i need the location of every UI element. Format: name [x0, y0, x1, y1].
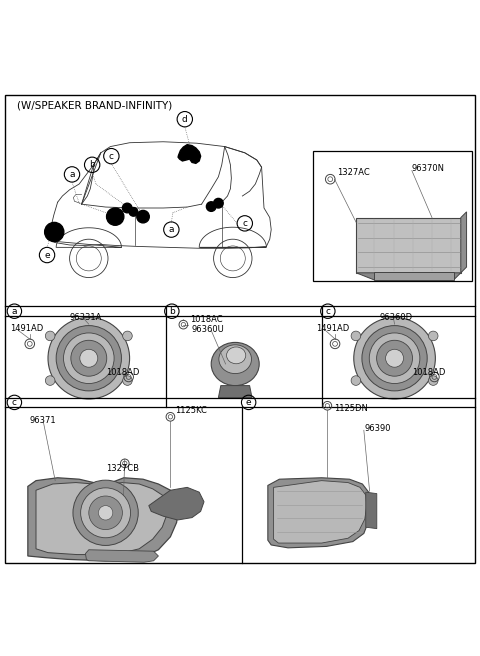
Circle shape — [129, 207, 138, 216]
Circle shape — [48, 318, 130, 399]
Circle shape — [429, 331, 438, 340]
Circle shape — [354, 318, 435, 399]
Polygon shape — [461, 212, 467, 273]
Circle shape — [122, 203, 132, 213]
Text: (W/SPEAKER BRAND-INFINITY): (W/SPEAKER BRAND-INFINITY) — [17, 101, 172, 111]
Text: 1018AD: 1018AD — [106, 368, 139, 377]
Text: 96371: 96371 — [30, 416, 56, 424]
Text: 96360U: 96360U — [191, 325, 224, 334]
Polygon shape — [28, 478, 179, 561]
Text: 96331A: 96331A — [70, 313, 102, 322]
Polygon shape — [178, 144, 201, 163]
Circle shape — [81, 488, 131, 538]
Text: c: c — [12, 398, 17, 407]
Text: c: c — [325, 307, 330, 316]
Text: 96370N: 96370N — [412, 164, 445, 173]
Text: c: c — [242, 219, 247, 228]
Polygon shape — [374, 272, 454, 280]
Polygon shape — [149, 487, 204, 520]
Circle shape — [385, 349, 404, 367]
Circle shape — [206, 202, 216, 211]
Text: 96390: 96390 — [365, 424, 391, 434]
Circle shape — [351, 331, 360, 340]
Polygon shape — [268, 478, 370, 548]
Circle shape — [214, 198, 223, 208]
Circle shape — [98, 506, 113, 520]
Text: b: b — [169, 307, 175, 316]
Polygon shape — [356, 273, 461, 280]
Circle shape — [71, 340, 107, 376]
Circle shape — [369, 333, 420, 384]
Text: a: a — [12, 307, 17, 316]
Circle shape — [351, 376, 360, 385]
Circle shape — [80, 349, 98, 367]
Circle shape — [56, 325, 121, 391]
Circle shape — [107, 208, 124, 225]
Ellipse shape — [219, 345, 252, 374]
Polygon shape — [36, 483, 167, 554]
Circle shape — [123, 331, 132, 340]
Text: 1491AD: 1491AD — [10, 325, 43, 333]
Text: a: a — [69, 170, 75, 179]
Circle shape — [89, 496, 122, 529]
Circle shape — [377, 340, 412, 376]
Circle shape — [45, 222, 64, 241]
Text: 1018AD: 1018AD — [412, 368, 445, 377]
Polygon shape — [85, 550, 158, 562]
Polygon shape — [356, 218, 461, 273]
Text: 1018AC: 1018AC — [190, 315, 222, 324]
Circle shape — [137, 211, 149, 223]
Circle shape — [63, 333, 114, 384]
Text: c: c — [109, 152, 114, 161]
Text: 96360D: 96360D — [379, 313, 412, 322]
Circle shape — [45, 376, 55, 385]
Text: d: d — [182, 115, 188, 124]
Ellipse shape — [227, 347, 246, 364]
Text: 1327AC: 1327AC — [337, 169, 370, 178]
Circle shape — [429, 376, 438, 385]
Polygon shape — [218, 386, 252, 398]
Text: b: b — [89, 160, 95, 169]
Text: e: e — [246, 398, 252, 407]
Bar — [313, 152, 472, 281]
Text: 1125DN: 1125DN — [334, 403, 368, 413]
Circle shape — [123, 376, 132, 385]
Ellipse shape — [211, 342, 259, 386]
Text: 1491AD: 1491AD — [316, 325, 349, 333]
Text: 1125KC: 1125KC — [175, 406, 207, 415]
Circle shape — [362, 325, 427, 391]
Text: e: e — [44, 251, 50, 260]
Polygon shape — [366, 492, 377, 529]
Text: a: a — [168, 225, 174, 234]
Text: 1327CB: 1327CB — [106, 464, 139, 473]
Circle shape — [45, 331, 55, 340]
Circle shape — [73, 480, 138, 545]
Polygon shape — [274, 481, 367, 543]
